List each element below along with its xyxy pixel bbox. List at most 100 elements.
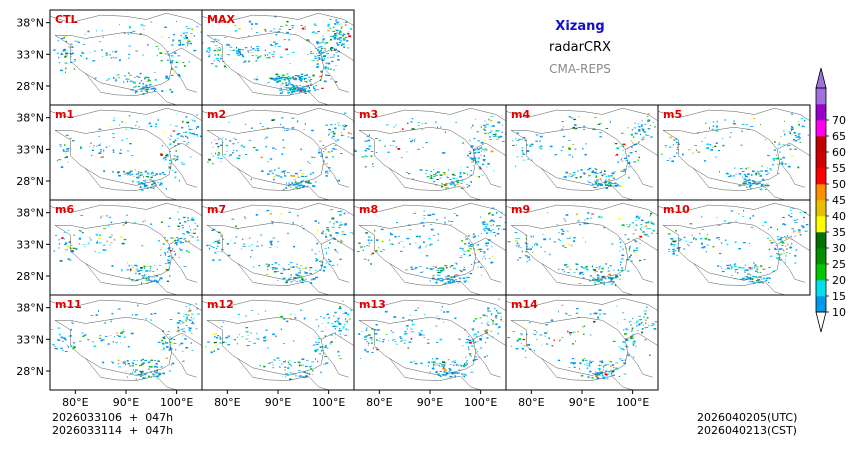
- echo-pixel: [321, 51, 323, 54]
- echo-pixel: [783, 253, 785, 255]
- echo-pixel: [384, 145, 386, 147]
- echo-pixel: [67, 346, 69, 349]
- echo-pixel: [476, 341, 479, 343]
- echo-pixel: [479, 248, 482, 251]
- echo-pixel: [396, 222, 398, 224]
- echo-pixel: [764, 170, 768, 172]
- map-panel-m6: m6: [49, 199, 203, 296]
- echo-pixel: [286, 54, 289, 55]
- echo-pixel: [588, 182, 592, 183]
- echo-pixel: [126, 359, 129, 362]
- echo-pixel: [571, 358, 575, 360]
- echo-pixel: [120, 236, 123, 238]
- echo-pixel: [593, 171, 597, 174]
- echo-pixel: [467, 154, 469, 156]
- echo-pixel: [121, 269, 123, 272]
- echo-pixel: [598, 309, 602, 311]
- echo-pixel: [274, 262, 278, 264]
- echo-pixel: [770, 242, 773, 244]
- echo-pixel: [603, 283, 606, 285]
- echo-pixel: [745, 180, 748, 182]
- echo-pixel: [348, 329, 350, 331]
- echo-pixel: [339, 39, 342, 41]
- echo-pixel: [93, 50, 97, 52]
- echo-pixel: [70, 56, 72, 58]
- echo-pixel: [583, 173, 585, 175]
- echo-pixel: [326, 313, 329, 315]
- echo-pixel: [449, 179, 452, 181]
- echo-pixel: [612, 367, 615, 368]
- echo-pixel: [669, 146, 672, 148]
- echo-pixel: [520, 334, 524, 336]
- echo-pixel: [330, 131, 332, 133]
- echo-pixel: [738, 213, 740, 215]
- echo-pixel: [636, 320, 640, 322]
- echo-pixel: [174, 243, 177, 245]
- echo-pixel: [153, 182, 156, 184]
- echo-pixel: [233, 339, 237, 341]
- echo-pixel: [380, 228, 384, 231]
- map-panel-max: MAX: [201, 9, 355, 106]
- echo-pixel: [277, 241, 280, 243]
- echo-pixel: [139, 186, 142, 189]
- echo-pixel: [322, 164, 325, 166]
- echo-pixel: [449, 369, 452, 371]
- border-line: [308, 280, 329, 296]
- echo-pixel: [572, 126, 576, 129]
- echo-pixel: [254, 49, 257, 51]
- echo-pixel: [382, 341, 384, 343]
- echo-pixel: [409, 229, 412, 231]
- echo-pixel: [288, 79, 290, 82]
- echo-pixel: [335, 19, 337, 22]
- echo-pixel: [524, 255, 528, 257]
- echo-pixel: [165, 346, 169, 348]
- colorbar-tick-label: 40: [832, 210, 846, 223]
- echo-pixel: [55, 348, 58, 350]
- border-line: [206, 221, 324, 281]
- echo-pixel: [475, 118, 476, 120]
- echo-pixel: [562, 146, 564, 148]
- echo-pixel: [287, 87, 291, 89]
- echo-pixel: [182, 322, 185, 324]
- echo-pixel: [225, 336, 229, 339]
- echo-pixel: [349, 318, 351, 320]
- echo-pixel: [108, 216, 112, 218]
- echo-pixel: [182, 120, 184, 123]
- echo-pixel: [470, 170, 472, 172]
- echo-pixel: [476, 262, 480, 263]
- echo-pixel: [778, 143, 781, 146]
- echo-pixel: [313, 157, 316, 158]
- map-panel-m3: m3: [353, 104, 507, 201]
- echo-pixel: [338, 125, 341, 127]
- echo-pixel: [120, 342, 122, 344]
- echo-pixel: [322, 42, 325, 43]
- echo-pixel: [751, 180, 755, 182]
- echo-pixel: [129, 25, 131, 27]
- echo-pixel: [65, 156, 68, 158]
- echo-pixel: [58, 239, 60, 241]
- echo-pixel: [139, 172, 143, 174]
- echo-pixel: [368, 145, 372, 147]
- echo-pixel: [295, 375, 298, 377]
- echo-pixel: [460, 270, 463, 272]
- echo-pixel: [232, 143, 235, 145]
- echo-pixel: [560, 228, 563, 231]
- echo-pixel: [462, 142, 464, 144]
- echo-pixel: [483, 155, 486, 157]
- echo-pixel: [82, 232, 84, 234]
- echo-pixel: [62, 349, 64, 351]
- echo-pixel: [81, 332, 84, 334]
- echo-pixel: [473, 320, 475, 322]
- echo-pixel: [206, 51, 208, 53]
- echo-pixel: [291, 25, 294, 27]
- echo-pixel: [480, 347, 483, 349]
- echo-pixel: [347, 31, 350, 32]
- echo-pixel: [332, 26, 335, 28]
- echo-pixel: [328, 23, 331, 25]
- echo-pixel: [637, 330, 639, 332]
- echo-pixel: [57, 339, 60, 341]
- echo-pixel: [297, 87, 300, 90]
- echo-pixel: [146, 283, 149, 284]
- echo-pixel: [164, 253, 167, 256]
- echo-pixel: [425, 255, 429, 257]
